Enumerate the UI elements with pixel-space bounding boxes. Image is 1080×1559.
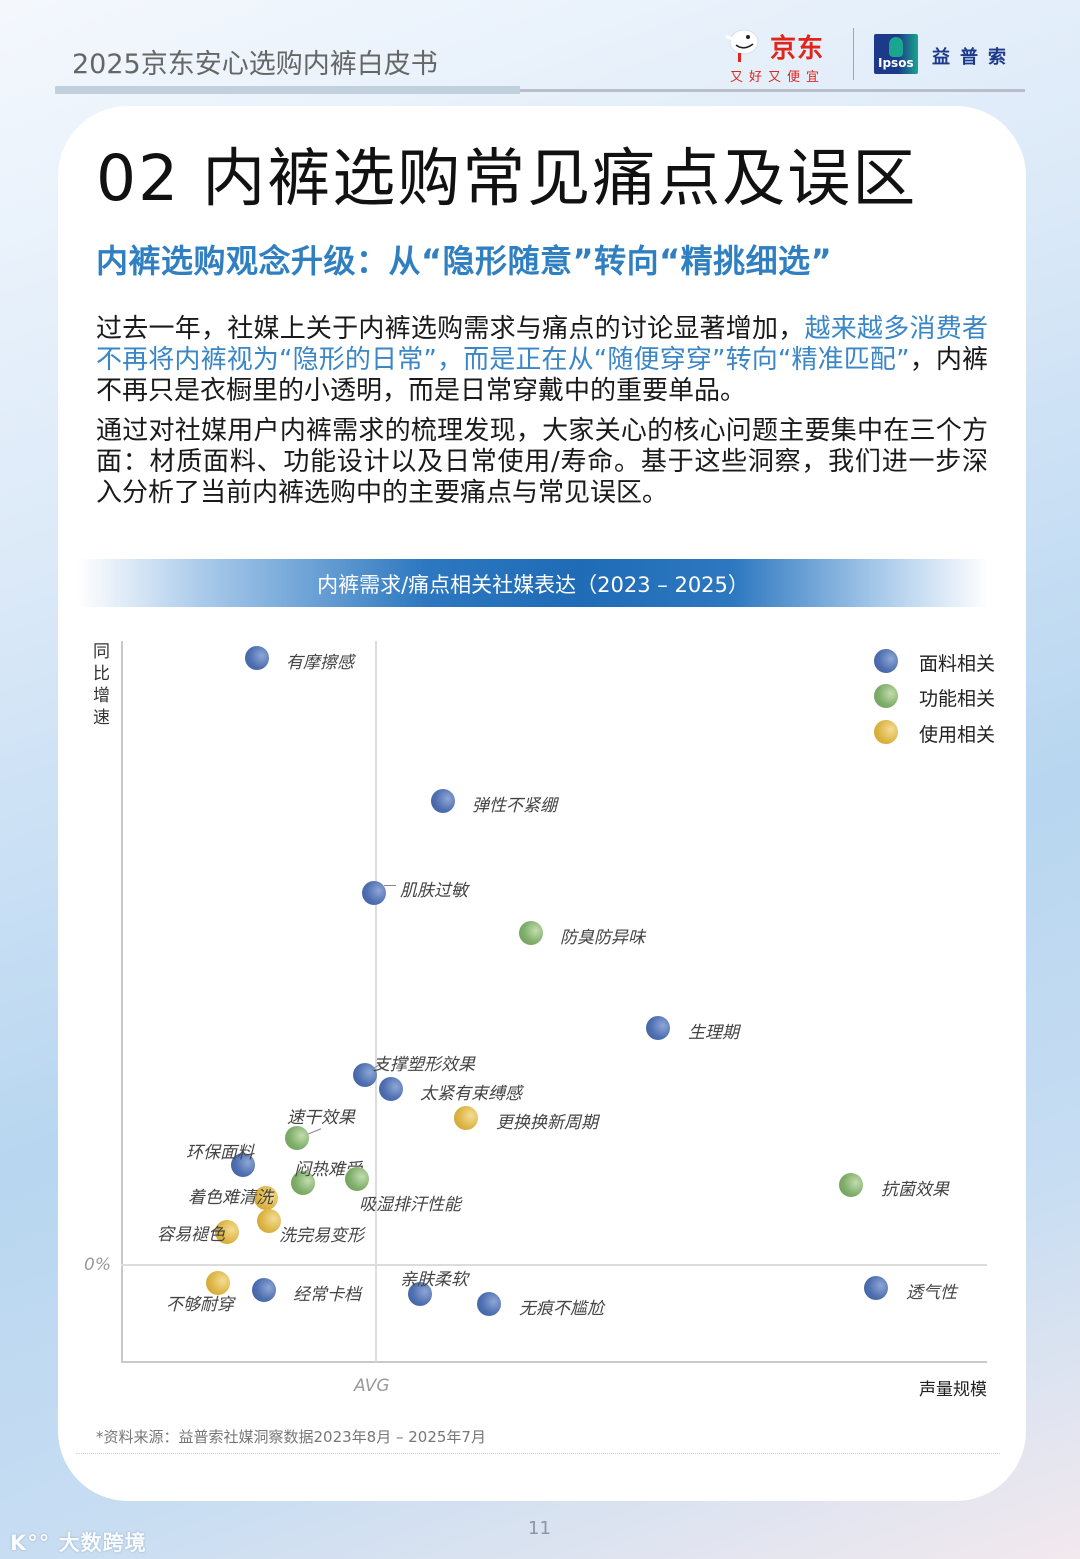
source-divider <box>76 1453 1000 1454</box>
chart-title: 内裤需求/痛点相关社媒表达（2023 – 2025） <box>317 573 749 597</box>
section-subtitle: 内裤选购观念升级：从“隐形随意”转向“精挑细选” <box>96 242 833 280</box>
logo-divider <box>853 28 854 80</box>
report-title: 2025京东安心选购内裤白皮书 <box>72 49 438 80</box>
page-title: 02 内裤选购常见痛点及误区 <box>96 142 918 215</box>
watermark-logo-icon: K°° <box>10 1531 59 1555</box>
ipsos-logo: Ipsos <box>874 34 918 74</box>
intro-paragraph-1: 过去一年，社媒上关于内裤选购需求与痛点的讨论显著增加，越来越多消费者不再将内裤视… <box>96 314 988 407</box>
paragraph-text: 过去一年，社媒上关于内裤选购需求与痛点的讨论显著增加， <box>96 314 805 344</box>
jd-brand-name: 京东 <box>770 34 825 64</box>
jd-slogan: 又好又便宜 <box>730 70 826 85</box>
paragraph-text: ，内裤不再只是衣橱里的小透明，而是日常穿戴中的重要单品。 <box>96 345 988 406</box>
page-number: 11 <box>528 1518 551 1539</box>
header-accent-bar <box>55 86 520 94</box>
chart-title-banner: 内裤需求/痛点相关社媒表达（2023 – 2025） <box>78 559 988 607</box>
source-note: *资料来源：益普索社媒洞察数据2023年8月 – 2025年7月 <box>96 1428 486 1446</box>
watermark: K°° 大数跨境 <box>10 1527 147 1557</box>
jd-dog-mascot-icon <box>725 29 759 62</box>
ipsos-head-icon <box>889 37 903 57</box>
ipsos-cn-name: 益普索 <box>932 47 1016 68</box>
highlighted-text: 越来越多消费者不再将内裤视为“隐形的日常”，而是正在从“随便穿穿”转向“精准匹配… <box>96 314 988 375</box>
intro-paragraph-2: 通过对社媒用户内裤需求的梳理发现，大家关心的核心问题主要集中在三个方面：材质面料… <box>96 416 988 508</box>
jd-logo: 京东 又好又便宜 <box>722 22 842 85</box>
ipsos-logo-text: Ipsos <box>878 56 914 70</box>
header-divider-line <box>520 89 1025 92</box>
watermark-text: 大数跨境 <box>58 1531 147 1555</box>
content-card <box>58 106 1026 1501</box>
